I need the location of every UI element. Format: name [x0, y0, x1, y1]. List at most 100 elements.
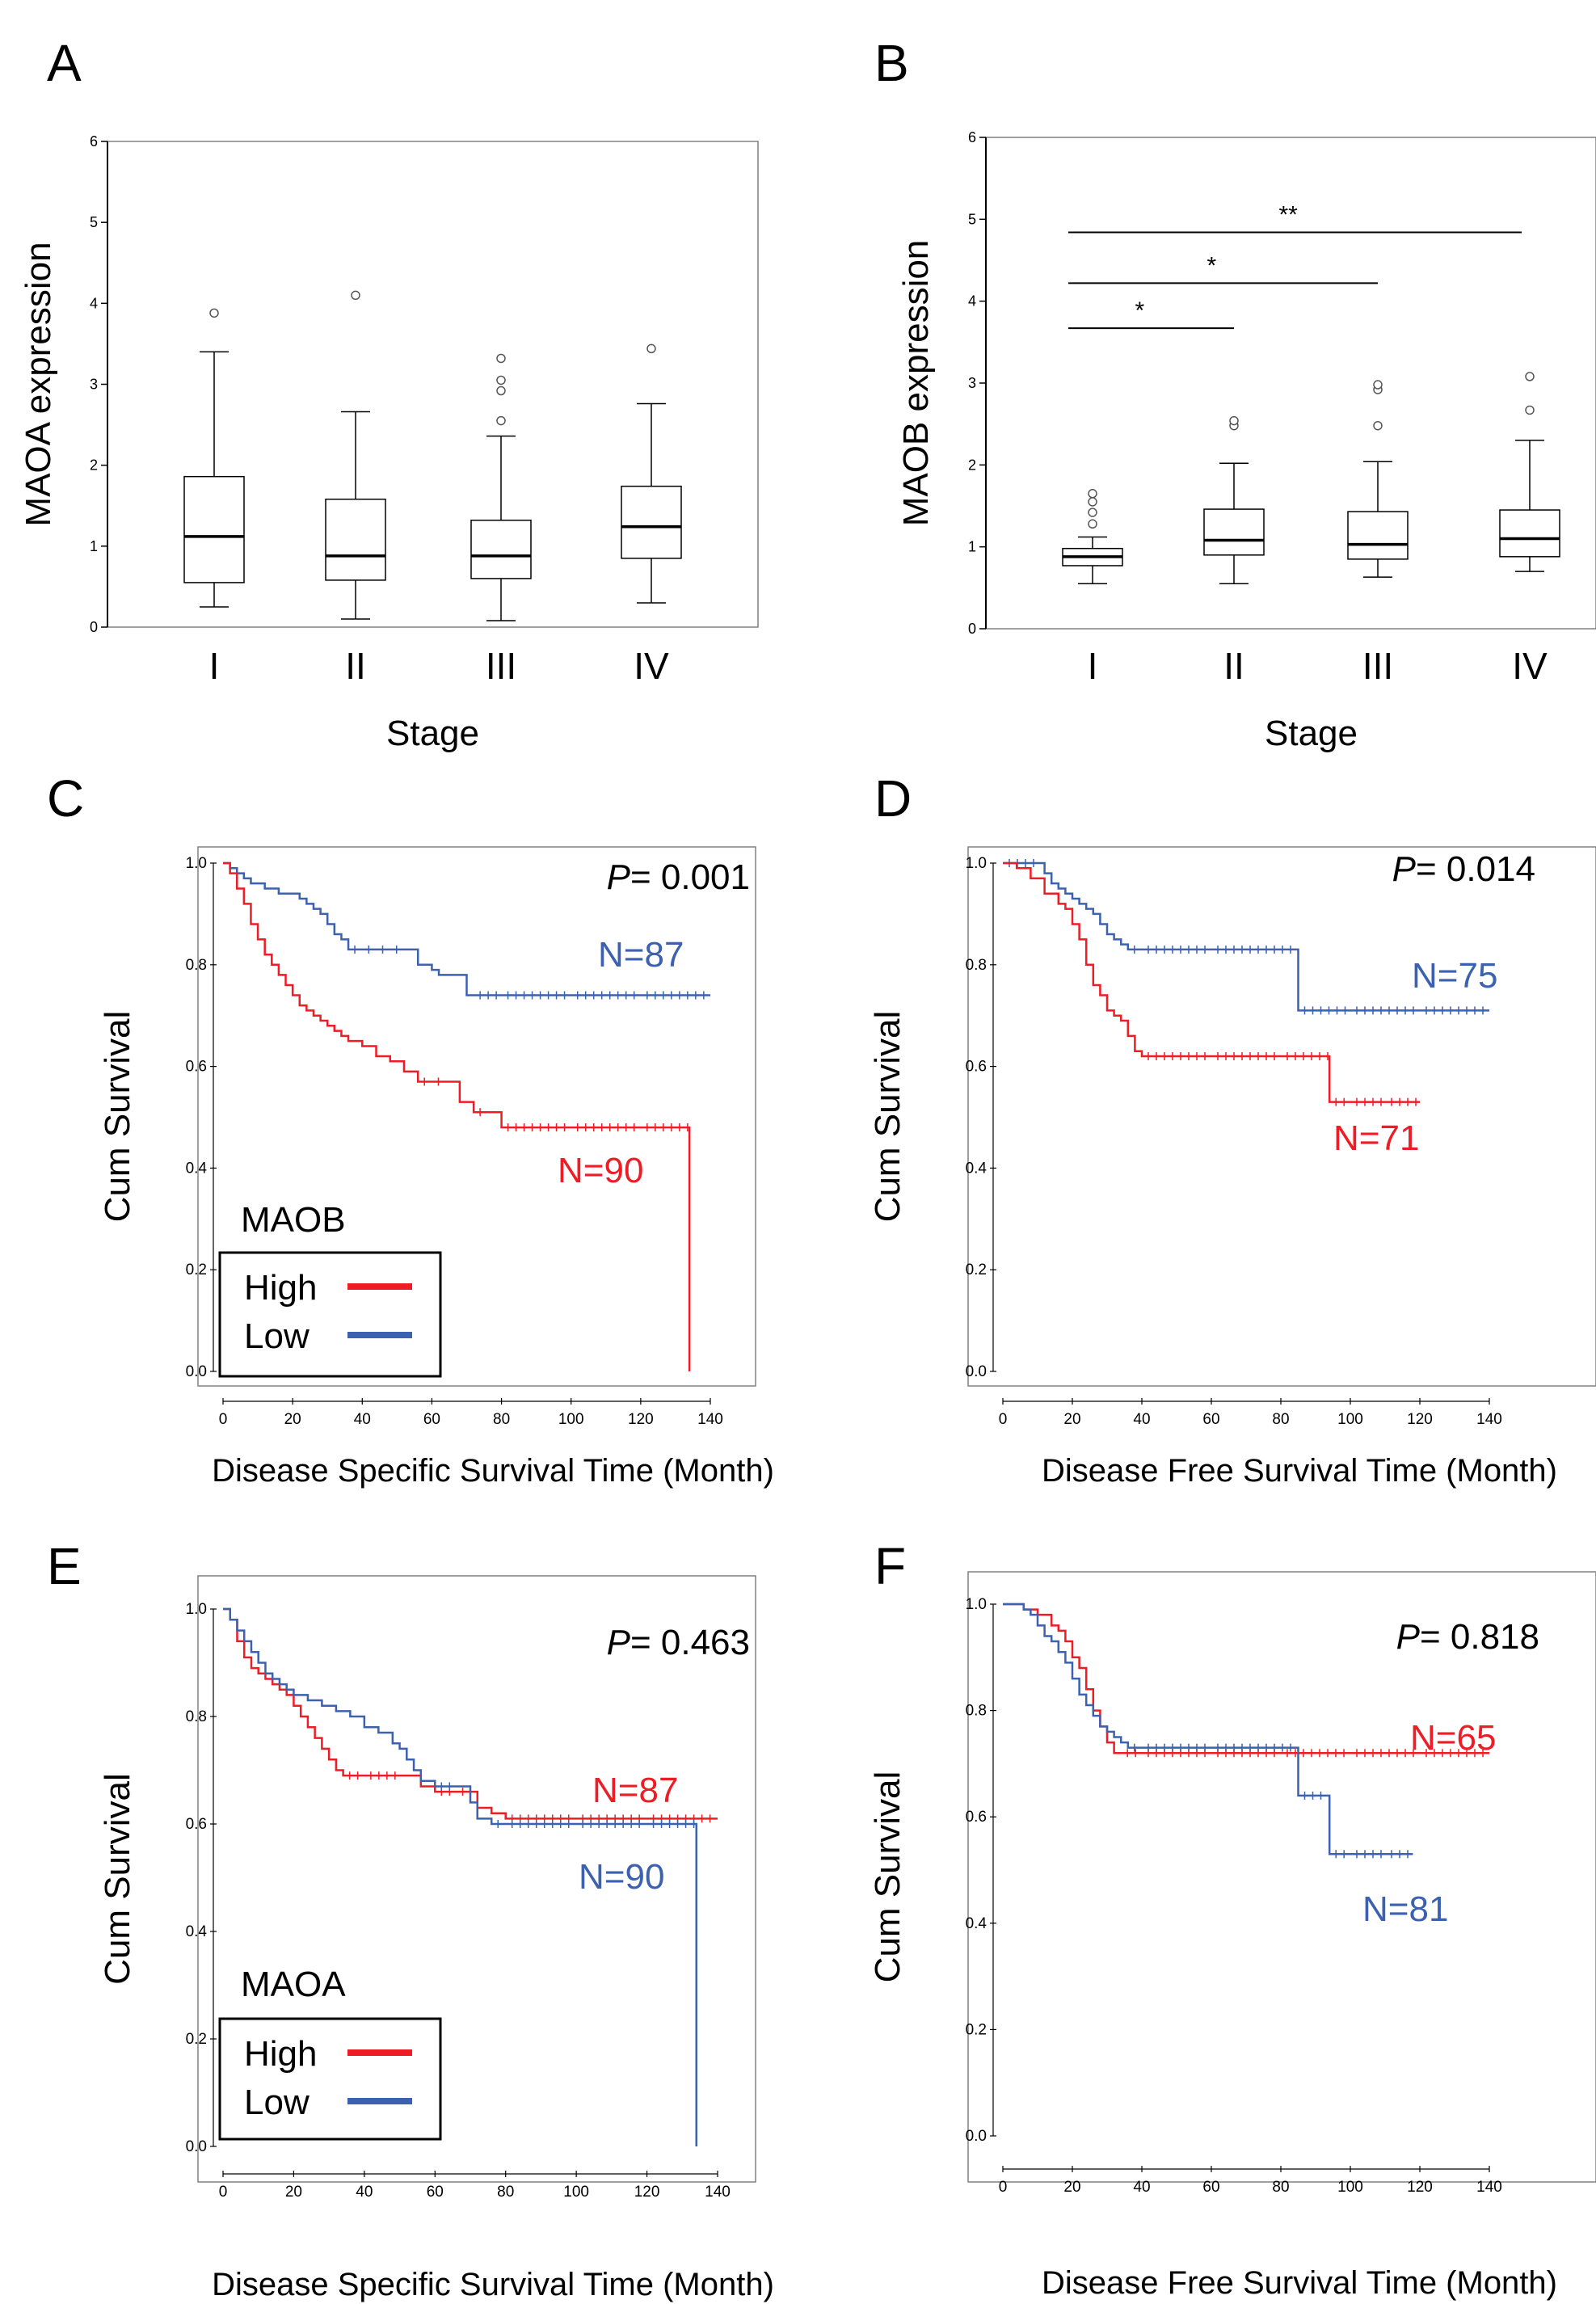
p-value: P= 0.014	[1392, 849, 1535, 889]
box-IV	[1499, 372, 1560, 572]
n-label-low: N=90	[579, 1857, 664, 1897]
outlier-point	[496, 375, 506, 385]
y-tick-label: 0	[90, 619, 98, 635]
x-tick-label: 0	[219, 2184, 228, 2201]
legend-label-low: Low	[244, 2083, 310, 2122]
iqr-box	[470, 520, 532, 579]
y-tick-label: 4	[90, 295, 98, 311]
y-tick-label: 0.8	[966, 957, 987, 974]
y-axis-label: Cum Survival	[98, 1773, 137, 1985]
x-tick-label: 60	[427, 2184, 444, 2201]
p-value: P= 0.818	[1396, 1617, 1539, 1657]
y-tick-label: 0.0	[186, 1363, 207, 1380]
survival-curve-high	[223, 861, 691, 1371]
y-tick-label: 6	[968, 129, 976, 145]
x-tick-label: 0	[219, 1411, 228, 1428]
x-tick-label: 60	[1202, 2179, 1219, 2196]
y-tick-label: 1.0	[966, 1596, 987, 1613]
x-tick-label: 100	[1337, 2179, 1363, 2196]
x-tick-label: 120	[1407, 2179, 1433, 2196]
legend-title: MAOB	[241, 1200, 346, 1240]
box-III	[1347, 380, 1409, 578]
y-tick-label: 0.2	[966, 2021, 987, 2038]
y-axis-label: MAOB expression	[896, 240, 936, 527]
y-axis-label: Cum Survival	[868, 1771, 907, 1983]
y-tick-label: 1.0	[966, 855, 987, 872]
y-tick-label: 3	[90, 377, 98, 393]
x-axis-label: Stage	[1265, 714, 1358, 753]
x-tick-label: 100	[558, 1411, 584, 1428]
outlier-point	[1373, 420, 1383, 431]
x-tick-label: 80	[1272, 1411, 1289, 1428]
outlier-point	[496, 415, 506, 426]
y-axis-label: Cum Survival	[98, 1011, 137, 1223]
outlier-point	[496, 353, 506, 364]
y-tick-label: 0.4	[966, 1160, 987, 1177]
n-label-high: N=71	[1333, 1118, 1419, 1158]
survival-curve-low	[223, 861, 710, 996]
outlier-point	[351, 290, 360, 301]
x-tick-label: 0	[999, 1411, 1008, 1428]
y-tick-label: 0.4	[186, 1923, 208, 1940]
y-tick-label: 0.8	[186, 957, 207, 974]
panel-D: D 0.0 0.2 0.4 0.6 0.8 1.0 0 20 40 60 80 100 120 140 Cum…	[868, 769, 1596, 1489]
panel-letter: F	[874, 1537, 906, 1595]
y-tick-label: 4	[968, 293, 976, 310]
x-tick-label: 60	[1202, 1411, 1219, 1428]
box-II	[1203, 415, 1265, 585]
n-label-low: N=87	[598, 935, 684, 975]
x-tick-label: 20	[284, 1411, 301, 1428]
x-tick-label: 80	[1272, 2179, 1289, 2196]
x-category-label: II	[1223, 645, 1244, 687]
y-tick-label: 0.6	[966, 1809, 987, 1826]
y-tick-label: 0.2	[966, 1262, 987, 1278]
n-label-low: N=75	[1412, 956, 1497, 996]
outlier-point	[1229, 415, 1239, 426]
y-tick-label: 5	[968, 211, 976, 227]
outlier-point	[1088, 508, 1097, 517]
y-axis-label: MAOA expression	[19, 242, 58, 526]
survival-curve-high	[1003, 1603, 1489, 1754]
y-tick-label: 2	[90, 457, 98, 474]
x-category-label: II	[345, 645, 366, 687]
x-axis-label: Stage	[386, 714, 479, 753]
survival-curve-high	[1003, 861, 1420, 1103]
panel-letter: C	[47, 769, 84, 828]
y-tick-label: 0.6	[186, 1059, 207, 1076]
x-axis-label: Disease Specific Survival Time (Month)	[212, 1453, 774, 1489]
x-tick-label: 80	[497, 2184, 514, 2201]
x-tick-label: 100	[1337, 1411, 1363, 1428]
survival-curve-low	[1003, 1603, 1413, 1855]
plot-frame	[967, 846, 1596, 1387]
outlier-point	[1088, 497, 1097, 507]
legend-title: MAOA	[241, 1965, 346, 2004]
x-tick-label: 140	[705, 2184, 731, 2201]
x-tick-label: 120	[628, 1411, 654, 1428]
y-tick-label: 0.4	[186, 1160, 208, 1177]
x-tick-label: 60	[423, 1411, 440, 1428]
panel-C: C 0.0 0.2 0.4 0.6 0.8 1.0 0 20 40 60 80 100 120 140 Cum…	[47, 769, 774, 1489]
panel-letter: B	[874, 34, 909, 92]
box-I	[1062, 489, 1123, 585]
legend-label-high: High	[244, 2034, 318, 2074]
x-tick-label: 140	[697, 1411, 723, 1428]
box-III	[470, 353, 532, 621]
outlier-point	[1373, 380, 1383, 390]
x-category-label: III	[1362, 645, 1393, 687]
y-tick-label: 0	[968, 621, 976, 637]
x-category-label: IV	[634, 645, 669, 687]
outlier-point	[209, 308, 219, 318]
legend-label-low: Low	[244, 1316, 310, 1356]
y-tick-label: 0.8	[966, 1703, 987, 1720]
x-axis-label: Disease Free Survival Time (Month)	[1042, 2265, 1557, 2301]
x-tick-label: 40	[354, 1411, 371, 1428]
y-tick-label: 1	[90, 538, 98, 554]
x-category-label: IV	[1512, 645, 1548, 687]
outlier-point	[1525, 372, 1535, 381]
x-tick-label: 0	[999, 2179, 1008, 2196]
x-tick-label: 100	[563, 2184, 589, 2201]
plot-frame	[967, 1571, 1596, 2183]
